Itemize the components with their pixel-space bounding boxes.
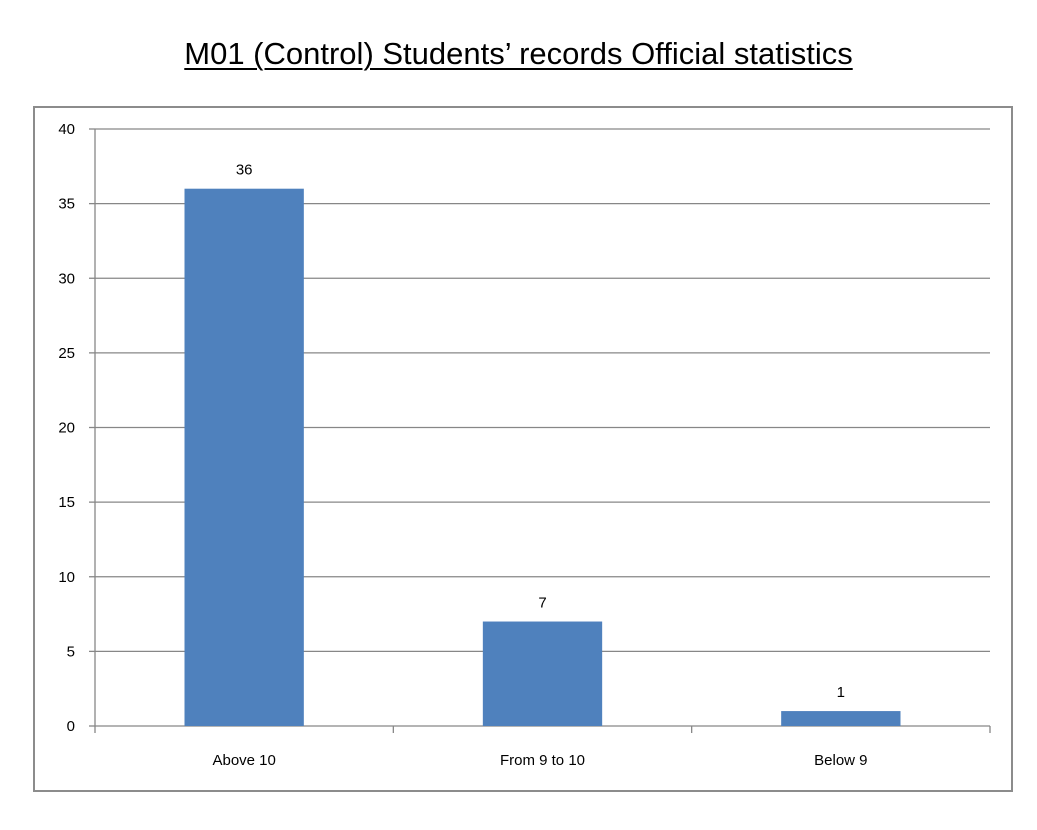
y-tick-label: 15 (58, 494, 75, 511)
data-label: 36 (236, 162, 253, 179)
y-tick-label: 25 (58, 345, 75, 362)
y-tick-label: 0 (67, 718, 75, 735)
x-tick-label: From 9 to 10 (500, 752, 585, 769)
bar (781, 711, 901, 726)
bar (184, 188, 304, 726)
y-tick-label: 5 (67, 643, 75, 660)
chart-title: M01 (Control) Students’ records Official… (184, 36, 853, 71)
y-tick-label: 35 (58, 196, 75, 213)
x-tick-label: Above 10 (212, 752, 275, 769)
y-tick-label: 10 (58, 569, 75, 586)
data-label: 1 (837, 684, 845, 701)
y-tick-label: 30 (58, 270, 75, 287)
bar (482, 621, 603, 726)
y-tick-label: 40 (58, 121, 75, 138)
data-label: 7 (538, 595, 546, 612)
y-tick-label: 20 (58, 420, 75, 437)
x-tick-label: Below 9 (814, 752, 867, 769)
